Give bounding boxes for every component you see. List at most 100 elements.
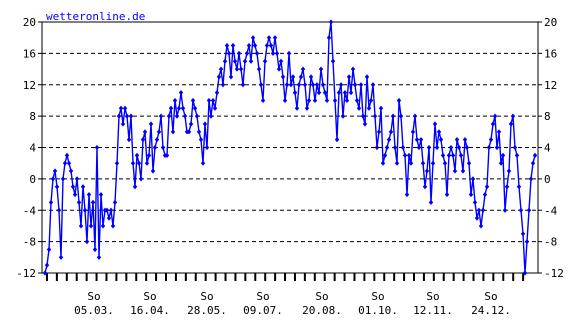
- y-tick-label-left: 0: [29, 173, 36, 186]
- x-day-label: So: [256, 290, 269, 303]
- data-point: [138, 176, 144, 182]
- data-point: [74, 176, 80, 182]
- data-point: [310, 82, 316, 88]
- data-point: [196, 129, 202, 135]
- y-tick-label-right: -12: [544, 267, 564, 280]
- data-point: [104, 207, 110, 213]
- x-day-label: So: [143, 290, 156, 303]
- data-point: [512, 144, 518, 151]
- data-point: [146, 152, 152, 158]
- data-point: [316, 89, 322, 96]
- data-point: [118, 105, 124, 111]
- data-point: [262, 58, 268, 64]
- data-point: [348, 89, 354, 96]
- data-point: [400, 144, 406, 151]
- data-point: [448, 144, 454, 151]
- data-point: [478, 223, 484, 229]
- data-point: [510, 113, 516, 119]
- data-point: [438, 137, 444, 143]
- data-point: [96, 254, 102, 260]
- data-point: [214, 89, 220, 96]
- data-point: [226, 50, 232, 56]
- x-day-label: So: [87, 290, 100, 303]
- data-point: [134, 152, 140, 158]
- data-point: [360, 113, 366, 119]
- data-point: [498, 160, 504, 166]
- data-point: [170, 129, 176, 135]
- data-point: [66, 160, 72, 166]
- data-point: [306, 97, 312, 104]
- data-point: [372, 113, 378, 119]
- data-point: [144, 160, 150, 166]
- data-point: [406, 152, 412, 158]
- data-point: [318, 66, 324, 72]
- data-point: [260, 97, 266, 104]
- data-point: [414, 137, 420, 143]
- y-tick-label-left: -8: [23, 236, 36, 249]
- data-point: [72, 191, 78, 198]
- data-point: [292, 89, 298, 96]
- data-point: [416, 144, 422, 151]
- data-point: [44, 262, 50, 268]
- data-point: [308, 74, 314, 80]
- data-point: [302, 82, 308, 88]
- data-point: [464, 144, 470, 151]
- y-tick-label-right: 12: [544, 79, 557, 92]
- data-point: [256, 66, 262, 72]
- data-point: [470, 176, 476, 182]
- data-point: [294, 105, 300, 111]
- data-point: [312, 97, 318, 104]
- x-day-label: So: [371, 290, 384, 303]
- data-point: [404, 191, 410, 198]
- data-point: [504, 184, 510, 190]
- data-point: [328, 19, 334, 25]
- data-point: [434, 144, 440, 151]
- data-point: [482, 191, 488, 198]
- x-date-label: 05.03.: [74, 304, 114, 317]
- data-point: [340, 113, 346, 119]
- data-point: [374, 144, 380, 151]
- data-point: [354, 97, 360, 104]
- data-point: [300, 66, 306, 72]
- data-point: [126, 137, 132, 143]
- x-date-label: 12.11.: [413, 304, 453, 317]
- data-point: [528, 176, 534, 182]
- data-point: [78, 223, 84, 229]
- data-point: [336, 89, 342, 96]
- data-point: [158, 113, 164, 119]
- data-point: [344, 97, 350, 104]
- data-point: [114, 160, 120, 166]
- data-point: [136, 160, 142, 166]
- data-point: [296, 82, 302, 88]
- data-point: [48, 199, 54, 206]
- data-point: [430, 160, 436, 166]
- data-point: [402, 152, 408, 158]
- data-point: [190, 97, 196, 104]
- data-point: [210, 97, 216, 104]
- x-date-label: 01.10.: [358, 304, 398, 317]
- data-point: [342, 89, 348, 96]
- data-point: [514, 152, 520, 158]
- data-point: [272, 35, 278, 41]
- data-point: [518, 207, 524, 213]
- y-tick-label-right: -8: [544, 236, 557, 249]
- data-point: [168, 105, 174, 111]
- x-date-label: 28.05.: [187, 304, 227, 317]
- data-point: [84, 239, 90, 245]
- data-point: [266, 35, 272, 41]
- y-tick-label-left: 8: [29, 110, 36, 123]
- data-point: [282, 97, 288, 104]
- y-tick-label-left: 20: [23, 16, 36, 29]
- y-tick-label-left: 16: [23, 47, 36, 60]
- data-point: [462, 137, 468, 143]
- data-point: [322, 89, 328, 96]
- data-point: [520, 231, 526, 237]
- x-day-label: So: [426, 290, 439, 303]
- data-point: [332, 97, 338, 104]
- data-point: [494, 144, 500, 151]
- data-point: [140, 137, 146, 143]
- data-point: [268, 42, 274, 49]
- data-point: [398, 113, 404, 119]
- data-point: [526, 207, 532, 213]
